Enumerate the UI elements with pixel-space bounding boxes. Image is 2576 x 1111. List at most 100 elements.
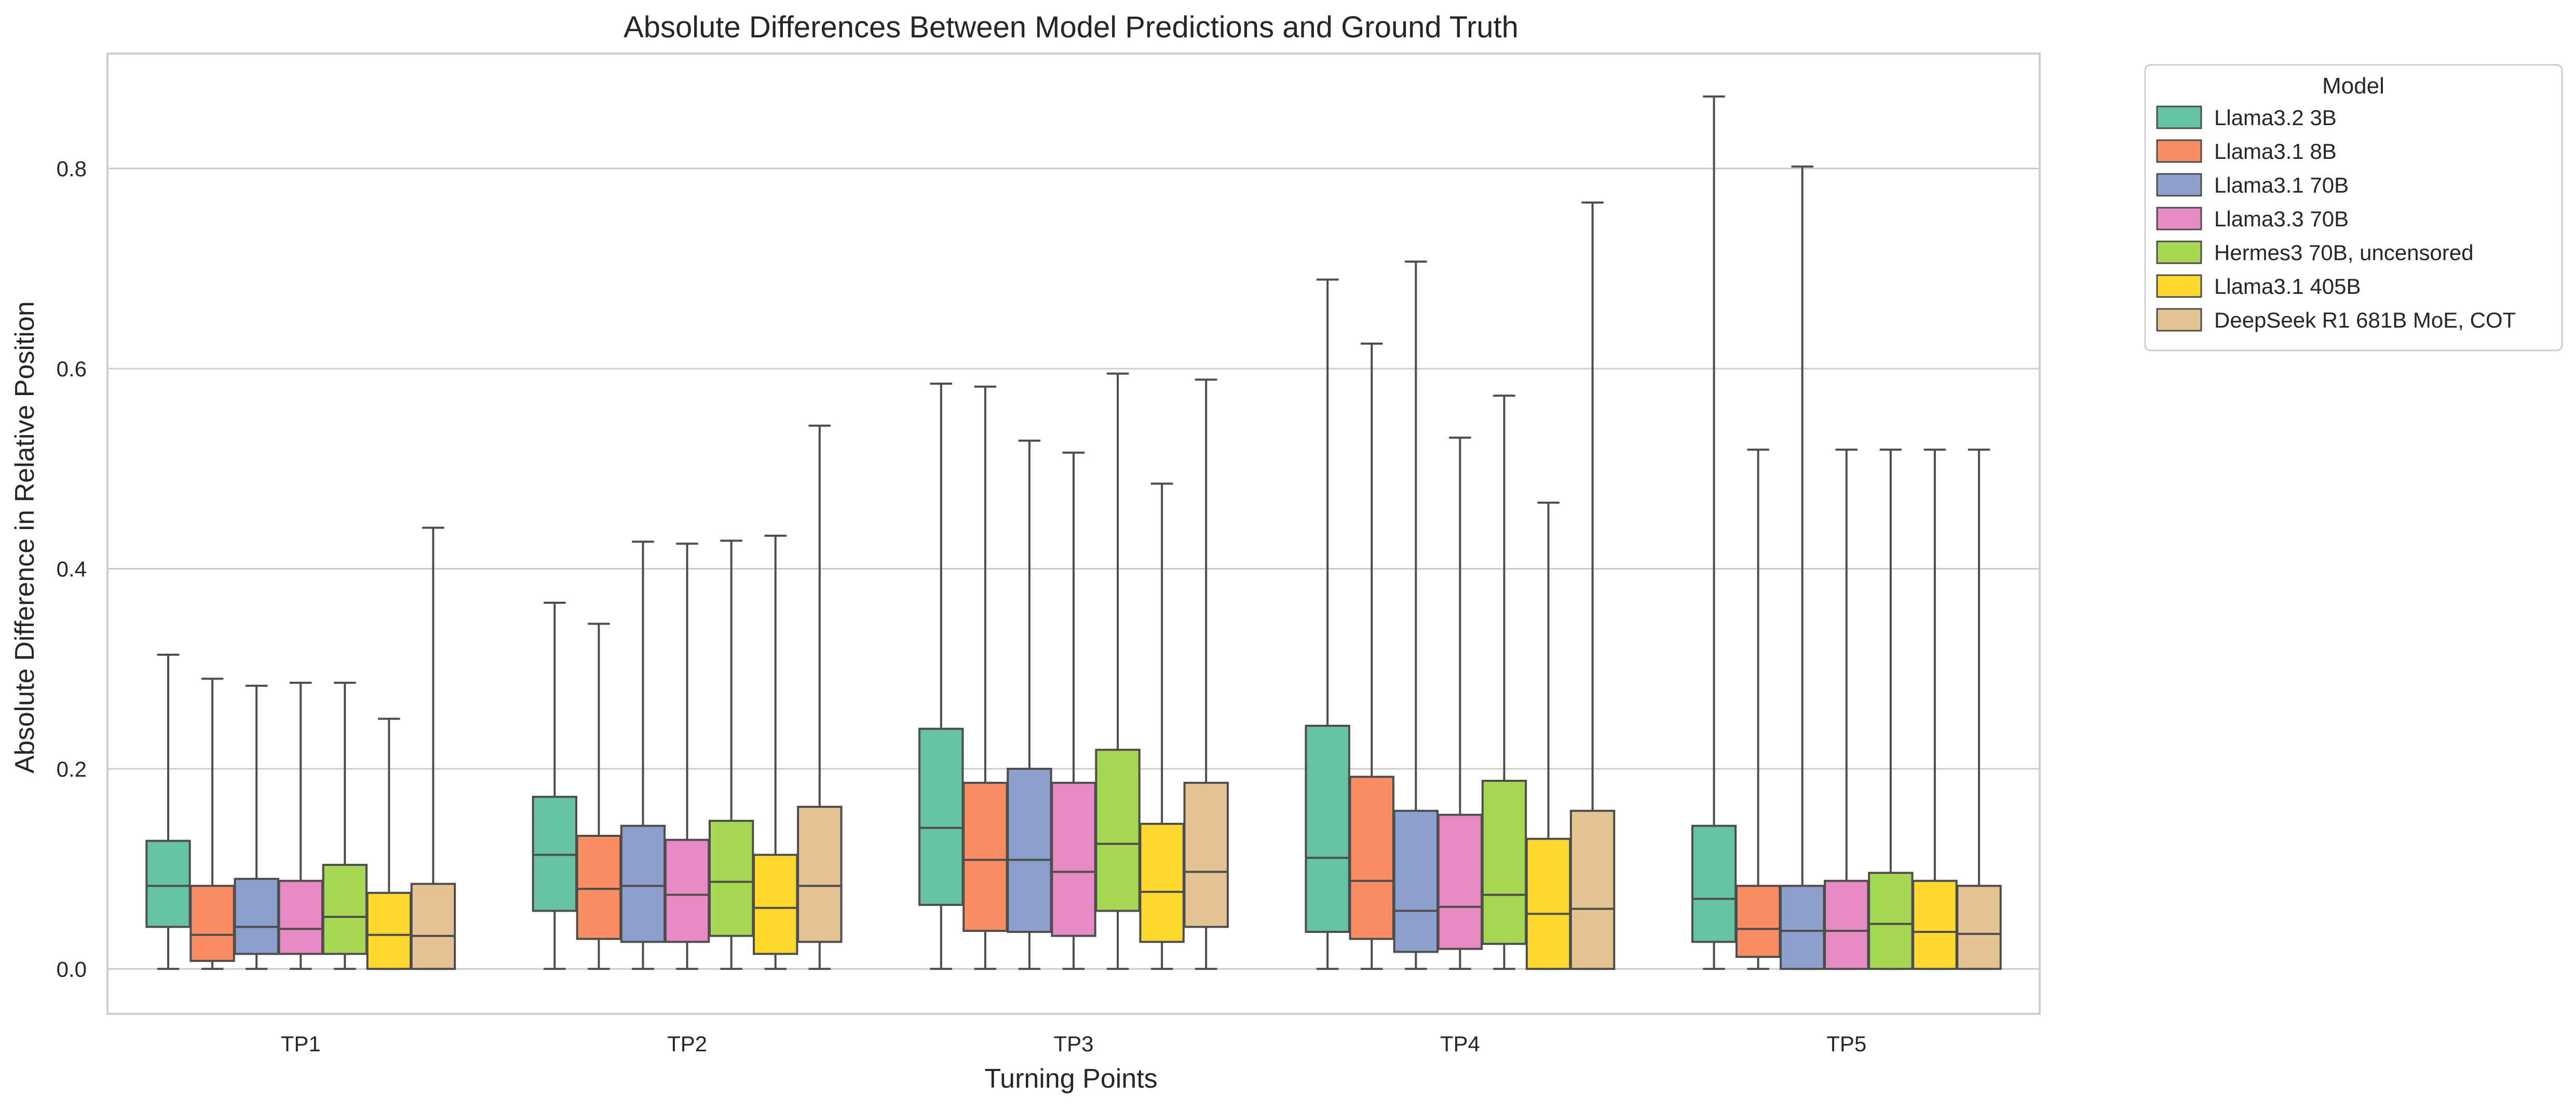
box-tp1-series-4 (278, 682, 323, 970)
box-tp3-series-6 (1139, 482, 1185, 970)
legend-label: Hermes3 70B, uncensored (2214, 240, 2474, 265)
legend-swatch (2156, 274, 2202, 298)
legend-item: Hermes3 70B, uncensored (2156, 240, 2474, 265)
box-tp4-series-4 (1437, 437, 1483, 970)
iqr-box (1183, 781, 1229, 928)
legend-item: Llama3.1 405B (2156, 274, 2361, 299)
box-layer (145, 95, 2002, 970)
iqr-box (1139, 822, 1185, 943)
y-axis-label: Absolute Difference in Relative Position (10, 301, 40, 774)
legend-item: Llama3.1 70B (2156, 173, 2349, 197)
box-tp2-series-3 (620, 540, 666, 970)
box-tp4-series-6 (1525, 502, 1571, 970)
x-axis-label: Turning Points (984, 1064, 1157, 1094)
legend-swatch (2156, 240, 2202, 264)
box-tp2-series-6 (753, 534, 798, 970)
box-tp3-series-5 (1095, 372, 1141, 970)
iqr-box (620, 824, 666, 943)
y-tick-label: 0.2 (57, 757, 87, 781)
iqr-box (1481, 779, 1527, 945)
legend-label: Llama3.3 70B (2214, 207, 2349, 231)
box-tp5-series-1 (1691, 95, 1737, 970)
y-tick-label: 0.0 (57, 957, 87, 981)
legend-swatch (2156, 207, 2202, 231)
chart-title: Absolute Differences Between Model Predi… (623, 10, 1519, 44)
iqr-box (1868, 872, 1914, 970)
legend-swatch (2156, 308, 2202, 332)
x-tick-label: TP4 (1440, 1032, 1480, 1056)
iqr-box (1349, 776, 1394, 940)
box-tp3-series-1 (918, 382, 964, 970)
iqr-box (1569, 809, 1616, 970)
box-tp2-series-7 (797, 424, 843, 970)
iqr-box (322, 863, 368, 955)
legend: Model Llama3.2 3B Llama3.1 8B Llama3.1 70B… (2144, 64, 2563, 351)
iqr-box (962, 781, 1008, 932)
box-tp1-series-6 (366, 717, 412, 970)
iqr-box (234, 877, 279, 955)
iqr-box (278, 879, 323, 955)
iqr-box (410, 883, 456, 970)
y-tick-label: 0.8 (57, 157, 87, 181)
box-tp2-series-2 (576, 622, 622, 970)
box-tp3-series-3 (1007, 439, 1052, 970)
box-tp1-series-1 (145, 654, 191, 970)
x-tick-label: TP5 (1826, 1032, 1866, 1056)
box-tp4-series-2 (1349, 342, 1394, 970)
x-axis-ticks: TP1 TP2 TP3 TP4 TP5 (281, 1032, 1867, 1056)
box-tp1-series-2 (189, 678, 235, 970)
iqr-box (189, 885, 235, 962)
legend-title: Model (2322, 73, 2384, 99)
iqr-box (1691, 824, 1737, 943)
box-tp1-series-7 (410, 526, 456, 970)
box-tp3-series-4 (1051, 451, 1096, 970)
legend-frame (2144, 64, 2563, 351)
legend-swatch (2156, 105, 2202, 129)
iqr-box (1956, 885, 2002, 970)
y-axis-ticks: 0.0 0.2 0.4 0.6 0.8 (57, 157, 87, 982)
iqr-box (797, 806, 843, 943)
box-tp5-series-7 (1956, 449, 2002, 970)
box-tp4-series-7 (1569, 201, 1616, 970)
box-tp4-series-5 (1481, 395, 1527, 970)
x-tick-label: TP1 (281, 1032, 321, 1056)
legend-label: Llama3.1 405B (2214, 274, 2361, 299)
iqr-box (145, 839, 191, 928)
legend-label: Llama3.1 8B (2214, 139, 2337, 164)
box-tp2-series-4 (664, 543, 710, 970)
box-tp2-series-5 (708, 539, 754, 970)
box-tp5-series-6 (1912, 449, 1958, 970)
legend-label: DeepSeek R1 681B MoE, COT (2214, 308, 2516, 332)
iqr-box (1824, 879, 1869, 970)
box-tp5-series-4 (1824, 449, 1869, 970)
box-tp5-series-5 (1868, 449, 1914, 970)
iqr-box (1735, 885, 1781, 958)
legend-swatch (2156, 173, 2202, 197)
x-tick-label: TP2 (667, 1032, 707, 1056)
iqr-box (1051, 781, 1096, 937)
box-tp4-series-1 (1305, 278, 1350, 970)
legend-item: Llama3.1 8B (2156, 139, 2337, 164)
iqr-box (576, 834, 622, 940)
box-tp5-series-3 (1780, 165, 1825, 970)
iqr-box (664, 838, 710, 943)
box-tp1-series-3 (234, 684, 279, 970)
box-tp2-series-1 (532, 601, 578, 970)
y-tick-label: 0.6 (57, 357, 87, 381)
legend-items: Llama3.2 3B Llama3.1 8B Llama3.1 70B Llama3… (2156, 105, 2516, 332)
iqr-box (708, 820, 754, 937)
legend-item: Llama3.2 3B (2156, 105, 2337, 130)
box-tp1-series-5 (322, 682, 368, 970)
plot-frame (106, 52, 2041, 1015)
iqr-box (1393, 809, 1439, 953)
iqr-box (1525, 837, 1571, 970)
legend-label: Llama3.1 70B (2214, 173, 2349, 197)
x-tick-label: TP3 (1053, 1032, 1093, 1056)
legend-item: Llama3.3 70B (2156, 207, 2349, 231)
iqr-box (1095, 749, 1141, 912)
legend-label: Llama3.2 3B (2214, 105, 2337, 130)
legend-item: DeepSeek R1 681B MoE, COT (2156, 308, 2516, 332)
iqr-box (753, 853, 798, 955)
